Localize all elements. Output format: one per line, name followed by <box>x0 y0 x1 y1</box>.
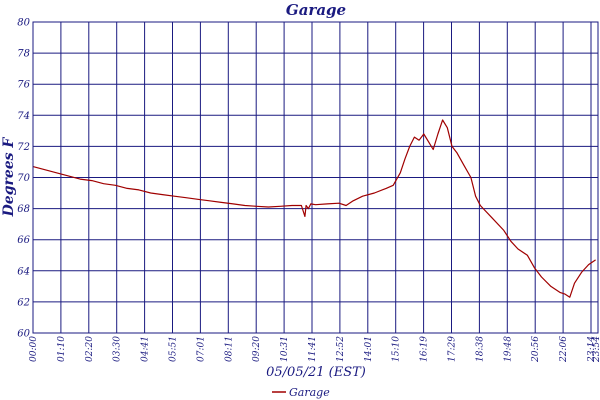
y-tick-label: 66 <box>17 235 30 246</box>
chart-title: Garage <box>286 1 346 19</box>
y-axis-label: Degrees F <box>1 137 17 218</box>
y-tick-label: 78 <box>17 49 30 60</box>
x-tick-label: 03:30 <box>113 336 123 362</box>
x-tick-label: 22:06 <box>559 336 569 363</box>
x-tick-label: 02:20 <box>85 336 95 362</box>
x-tick-label: 10:31 <box>280 336 290 362</box>
x-tick-label: 14:01 <box>364 336 374 362</box>
grid <box>33 21 598 334</box>
series-layer <box>32 119 596 298</box>
x-tick-labels: 00:00 01:10 02:20 03:30 04:41 05:51 07:01 08:11… <box>29 336 600 363</box>
x-tick-label: 07:01 <box>196 336 206 362</box>
y-tick-label: 62 <box>17 297 30 308</box>
x-tick-label: 16:19 <box>420 336 430 362</box>
y-tick-labels: 60 62 64 66 68 70 72 74 76 78 80 <box>17 18 30 340</box>
x-tick-label: 20:56 <box>531 336 541 363</box>
x-tick-label: 18:38 <box>475 336 485 362</box>
y-tick-label: 68 <box>17 204 30 215</box>
x-tick-label: 23:54 <box>592 336 600 363</box>
y-tick-label: 76 <box>17 80 30 91</box>
y-tick-label: 60 <box>17 329 30 340</box>
x-tick-label: 11:41 <box>308 336 318 362</box>
x-tick-label: 15:10 <box>392 336 402 362</box>
y-tick-label: 74 <box>17 111 30 122</box>
x-tick-label: 00:00 <box>29 336 39 362</box>
y-tick-label: 72 <box>17 142 30 153</box>
y-tick-label: 80 <box>17 18 30 29</box>
series-line-garage <box>32 119 596 298</box>
legend-label-garage: Garage <box>289 386 330 399</box>
x-tick-label: 01:10 <box>57 336 67 362</box>
x-tick-label: 23:14 <box>587 336 597 363</box>
legend: Garage <box>272 386 330 399</box>
x-tick-label: 08:11 <box>224 336 234 362</box>
x-tick-label: 19:48 <box>503 336 513 362</box>
x-tick-label: 12:52 <box>336 336 346 362</box>
x-tick-label: 04:41 <box>141 336 151 362</box>
plot-border <box>32 21 599 334</box>
y-tick-label: 70 <box>17 173 30 184</box>
y-tick-label: 64 <box>17 266 30 277</box>
x-tick-label: 05:51 <box>169 336 179 362</box>
x-tick-label: 09:20 <box>252 336 262 362</box>
x-axis-label: 05/05/21 (EST) <box>266 365 366 380</box>
x-tick-label: 17:29 <box>448 336 458 362</box>
